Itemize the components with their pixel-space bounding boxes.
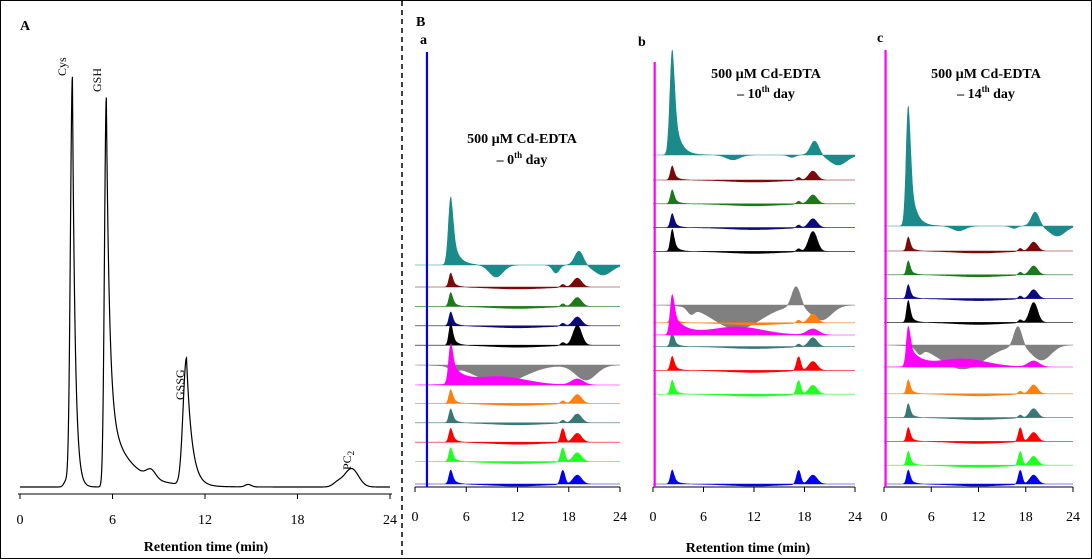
subpanel-c-chromatograms: 0 6 12 18 24: [881, 50, 1080, 525]
subpanel-tick-label: 24: [613, 510, 627, 525]
subpanel-label-a: a: [420, 33, 427, 48]
peak-label-gsh: GSH: [90, 68, 104, 92]
trace-black: [415, 322, 620, 348]
panelA-tick-label: 24: [383, 513, 397, 528]
subtitle-a-line2: – 0th day: [496, 150, 548, 168]
trace-blue: [884, 469, 1073, 487]
subpanel-tick-label: 12: [511, 510, 525, 525]
trace-lime: [884, 450, 1073, 468]
peak-label-gssg: GSSG: [173, 369, 187, 400]
panel-label-B: B: [416, 15, 425, 30]
trace-orange: [415, 389, 620, 406]
panelB-x-axis-label: Retention time (min): [686, 541, 811, 556]
panelA-tick-label: 0: [17, 513, 24, 528]
subpanel-tick-label: 6: [928, 510, 935, 525]
subtitle-c-line1: 500 µM Cd-EDTA: [931, 67, 1042, 82]
trace-red: [884, 426, 1073, 444]
subpanel-tick-label: 18: [562, 510, 576, 525]
trace-magenta: [884, 325, 1073, 368]
subpanel-tick-label: 18: [1019, 510, 1033, 525]
subpanel-tick-label: 0: [650, 510, 657, 525]
trace-teal: [653, 49, 856, 166]
trace-black: [653, 228, 855, 254]
subpanel-label-b: b: [638, 35, 646, 50]
trace-blue: [653, 469, 855, 487]
trace-green: [653, 189, 855, 207]
panelA-tick-label: 6: [109, 513, 116, 528]
trace-red: [653, 355, 855, 373]
trace-slate: [884, 403, 1073, 420]
subtitle-b-line1: 500 µM Cd-EDTA: [711, 67, 822, 82]
trace-slate: [653, 332, 855, 349]
trace-magenta: [415, 343, 620, 386]
peak-label-pc2: PC2: [340, 451, 356, 470]
subpanel-tick-label: 6: [700, 510, 707, 525]
panelA-x-axis-label: Retention time (min): [144, 540, 269, 555]
subpanel-tick-label: 6: [463, 510, 470, 525]
subpanel-b-chromatograms: 0 6 12 18 24: [650, 49, 862, 525]
trace-navy: [415, 311, 620, 329]
panelA-tick-label: 12: [198, 513, 212, 528]
panel-A: A 0 6 12 18 24 Cys GSH GSSG PC2 Retention ti…: [17, 19, 398, 555]
panelA-peak-labels: Cys GSH GSSG PC2: [55, 57, 356, 470]
subpanel-tick-label: 24: [1066, 510, 1080, 525]
peak-label-cys: Cys: [55, 57, 69, 76]
trace-darkred: [415, 272, 620, 290]
panelA-tick-label: 18: [291, 513, 305, 528]
trace-black: [884, 299, 1073, 325]
trace-orange: [653, 308, 855, 326]
trace-lime: [415, 447, 620, 464]
trace-red: [415, 427, 620, 445]
subtitle-b-line2: – 10th day: [736, 84, 795, 102]
subpanel-tick-label: 18: [798, 510, 812, 525]
panel-label-A: A: [20, 19, 31, 34]
trace-green: [884, 260, 1073, 278]
trace-blue: [415, 469, 620, 487]
panelA-chromatogram-line: [20, 76, 390, 488]
subpanel-tick-label: 0: [412, 510, 419, 525]
subpanel-tick-label: 24: [848, 510, 862, 525]
trace-orange: [884, 379, 1073, 397]
trace-darkred: [653, 165, 855, 183]
subpanel-tick-label: 12: [747, 510, 761, 525]
trace-darkred: [884, 236, 1073, 254]
trace-teal: [415, 195, 621, 278]
subpanel-label-c: c: [877, 31, 883, 46]
trace-navy: [884, 284, 1073, 301]
trace-navy: [653, 213, 855, 230]
subpanel-a-chromatograms: 0 6 12 18 24: [412, 52, 627, 525]
subpanel-tick-label: 12: [972, 510, 986, 525]
trace-green: [415, 292, 620, 309]
subtitle-c-line2: – 14th day: [956, 84, 1015, 102]
trace-teal: [884, 105, 1074, 237]
subtitle-a-line1: 500 µM Cd-EDTA: [467, 132, 578, 147]
trace-magenta: [653, 294, 855, 336]
subpanel-tick-label: 0: [881, 510, 888, 525]
trace-slate: [415, 408, 620, 426]
panelA-x-ticks: 0 6 12 18 24: [17, 494, 397, 528]
panel-B: B a b c 0 6 12 18 24 0 6 12 18 24 0 6 12 18 24 500 µ…: [412, 15, 1081, 556]
trace-lime: [653, 379, 855, 397]
